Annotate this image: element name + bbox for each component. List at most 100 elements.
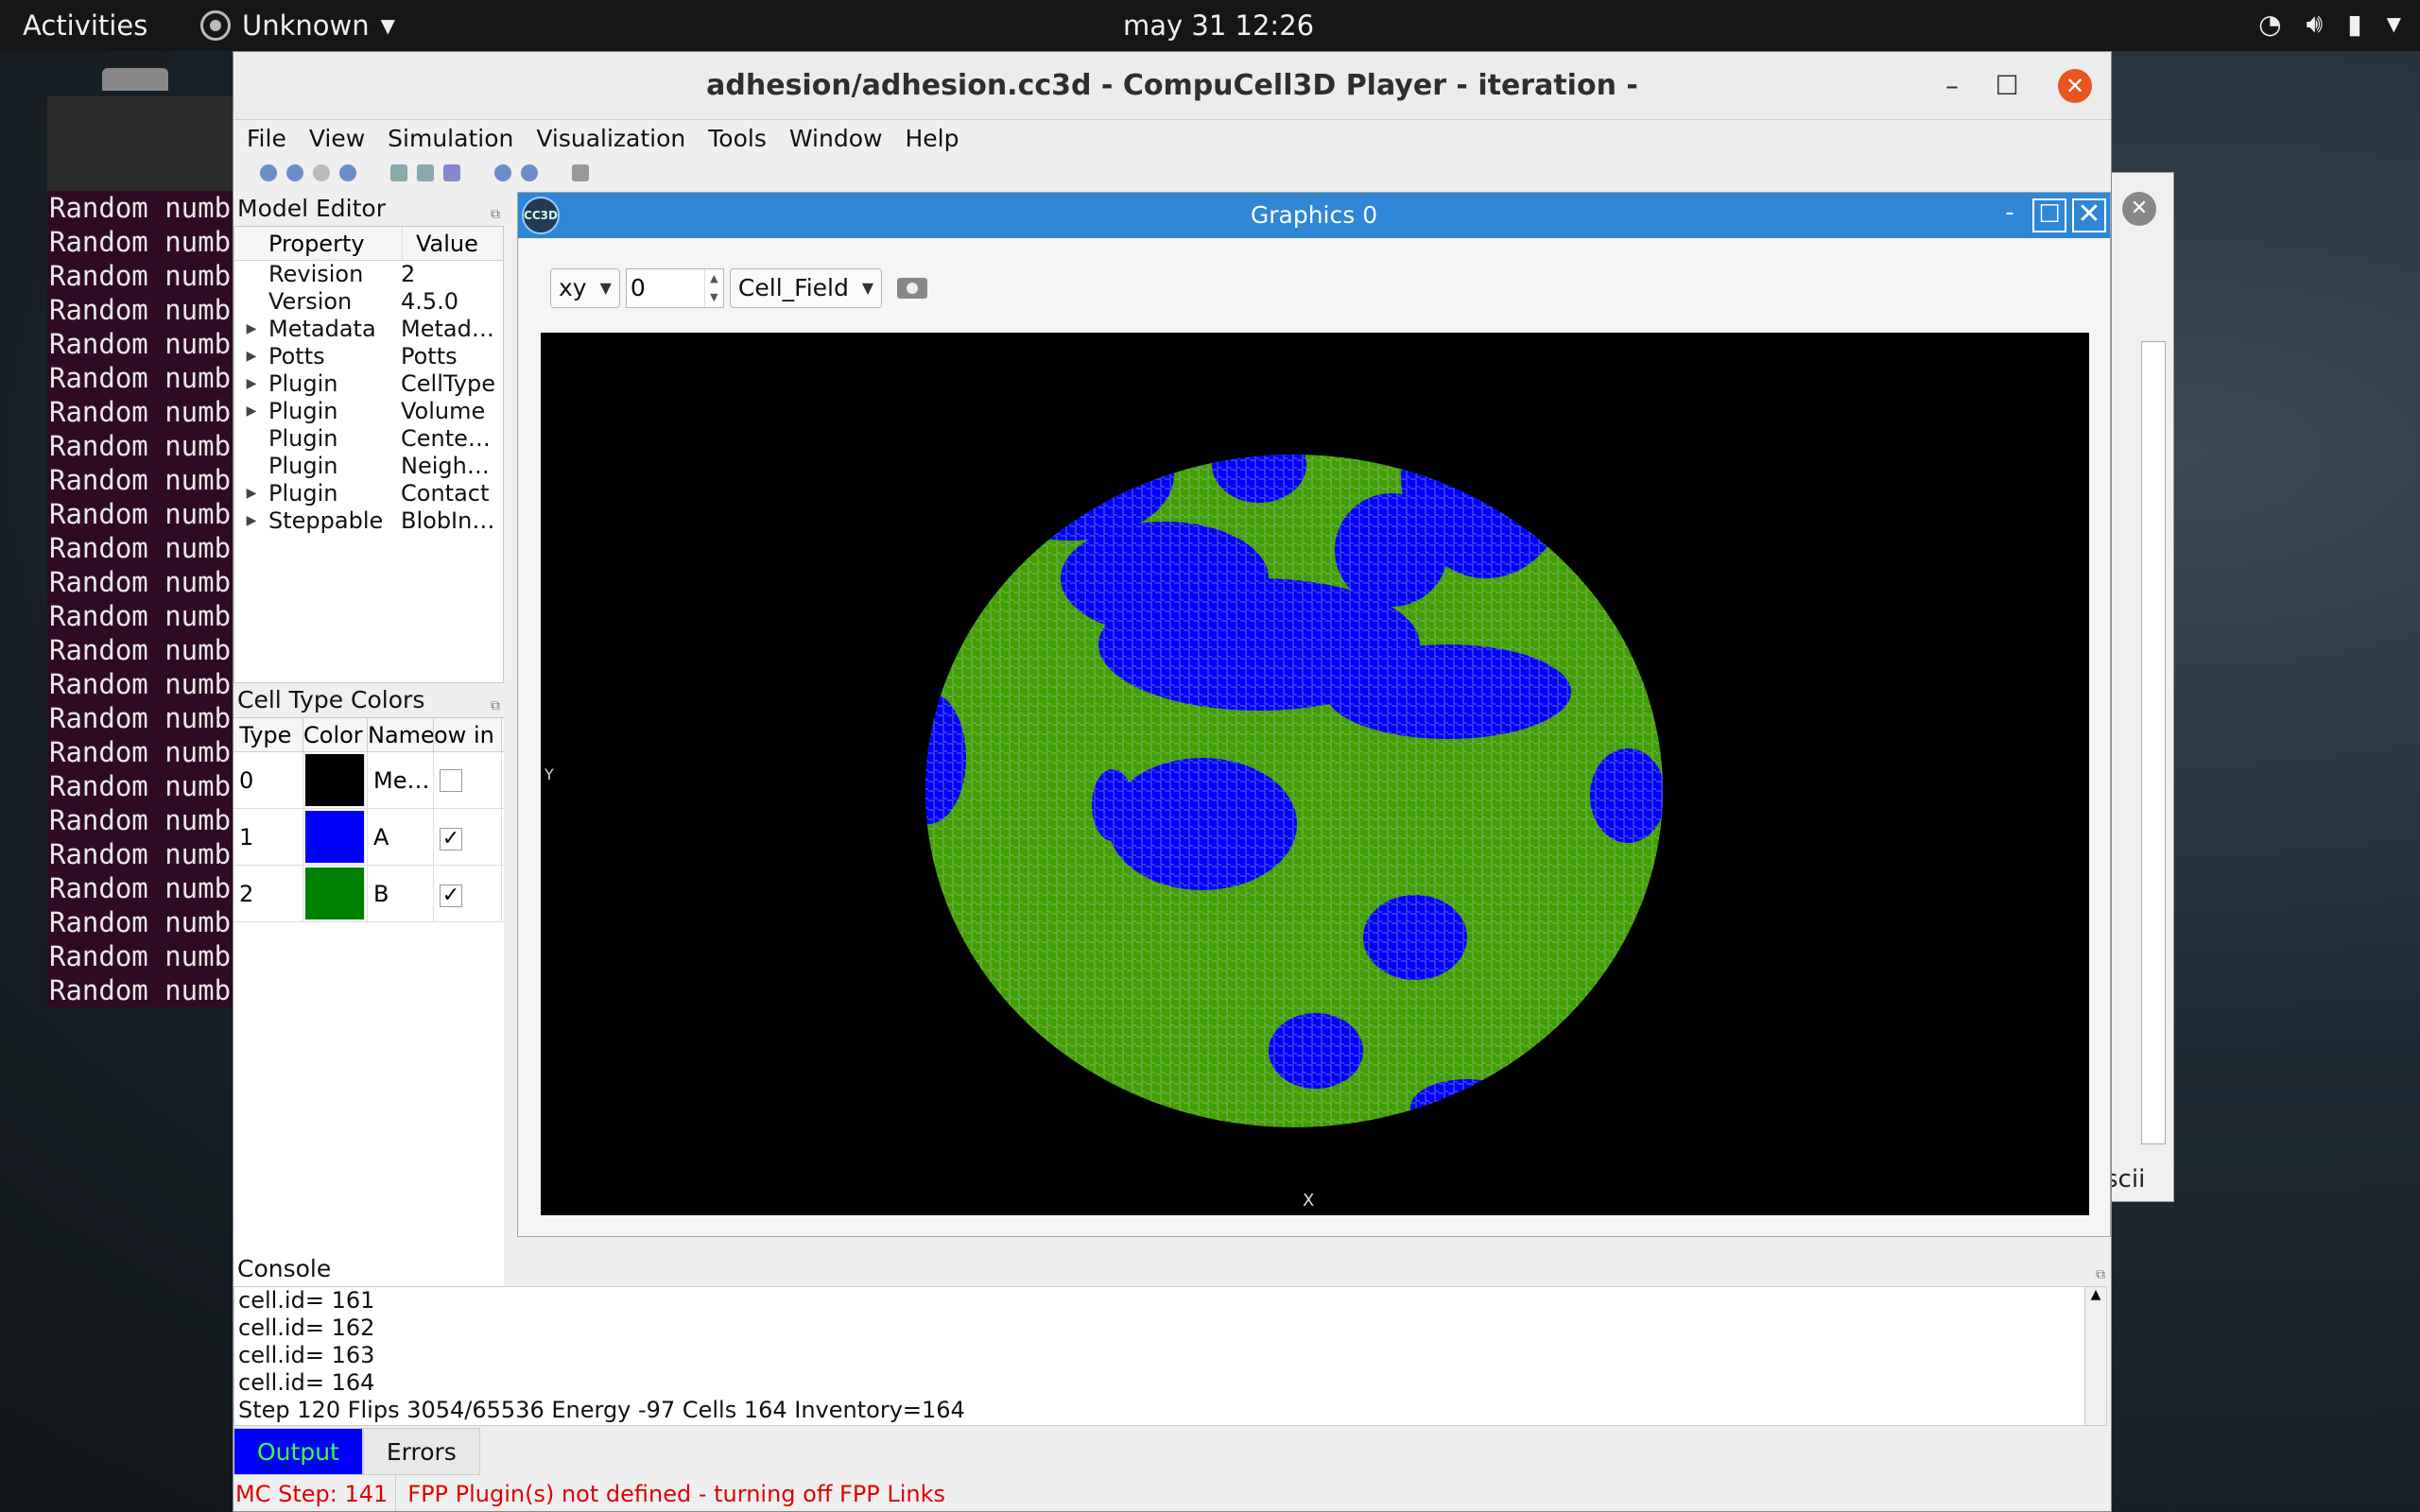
tools-icon[interactable] (417, 164, 434, 181)
clock[interactable]: may 31 12:26 (1123, 9, 1315, 42)
terminal-line: Random numb (49, 192, 232, 224)
col-property[interactable]: Property (234, 227, 403, 260)
cell-type-row[interactable]: 1 A ✓ (233, 809, 504, 866)
no-expand-spacer (234, 453, 268, 480)
cell-color-cell[interactable] (303, 809, 368, 865)
model-editor-title-text: Model Editor (237, 195, 386, 222)
tree-value: Contact (401, 480, 490, 507)
menu-window[interactable]: Window (788, 125, 883, 152)
cell-type-header: l Type Color Name ow in (233, 718, 504, 752)
cell-type-table[interactable]: l Type Color Name ow in 0 Me… 1 A ✓ 2 B ✓ (233, 717, 504, 1288)
tab-output[interactable]: Output (233, 1428, 363, 1475)
field-select[interactable]: Cell_Field ▼ (729, 268, 883, 308)
tree-row[interactable]: ▶ Plugin Contact (234, 480, 503, 507)
cell-type-id: 2 (233, 866, 303, 921)
tree-row[interactable]: ▶ Plugin CellType (234, 370, 503, 398)
new-window-icon[interactable] (572, 164, 589, 181)
menu-tools[interactable]: Tools (708, 125, 767, 152)
col-type[interactable]: l Type (233, 718, 303, 751)
dock-float-icon[interactable]: ⧉ (491, 207, 500, 222)
pause-icon[interactable] (313, 164, 330, 181)
maximize-icon[interactable]: ☐ (1995, 70, 2019, 101)
cell-type-row[interactable]: 2 B ✓ (233, 866, 504, 922)
minimize-icon[interactable]: - (2005, 198, 2014, 227)
tree-property: Plugin (268, 425, 338, 452)
color-swatch[interactable] (305, 754, 365, 806)
expand-arrow-icon[interactable]: ▶ (246, 486, 257, 501)
stop-icon[interactable] (339, 164, 356, 181)
expand-arrow-icon[interactable]: ▶ (246, 513, 257, 528)
model-editor-panel: Model Editor ⧉ Property Value Revision 2 V… (233, 192, 506, 683)
scrollbar[interactable] (2141, 341, 2166, 1144)
menu-file[interactable]: File (247, 125, 286, 152)
system-tray[interactable]: ◔ 🔊︎ ▮ ▼ (2258, 8, 2401, 40)
window-title-bar[interactable]: adhesion/adhesion.cc3d - CompuCell3D Pla… (233, 52, 2111, 120)
cell-color-cell[interactable] (303, 866, 368, 921)
menu-help[interactable]: Help (905, 125, 959, 152)
activities-button[interactable]: Activities (23, 9, 148, 42)
col-value[interactable]: Value (416, 231, 478, 257)
console-line: cell.id= 164 (238, 1369, 375, 1396)
tree-row[interactable]: Version 4.5.0 (234, 288, 503, 316)
slice-spinbox[interactable]: 0 ▲ ▼ (625, 268, 724, 308)
tree-row[interactable]: Plugin Neigh… (234, 453, 503, 480)
chevron-down-icon: ▼ (599, 279, 612, 297)
model-editor-tree[interactable]: Property Value Revision 2 Version 4.5.0 ▶ Met… (233, 226, 504, 683)
slice-value: 0 (630, 274, 646, 301)
app-menu[interactable]: Unknown ▼ (200, 9, 395, 42)
show-checkbox[interactable]: ✓ (440, 828, 462, 850)
tree-row[interactable]: ▶ Potts Potts (234, 343, 503, 370)
col-color[interactable]: Color (303, 718, 368, 751)
col-name[interactable]: Name (368, 718, 434, 751)
console-scrollbar[interactable]: ▲ (2084, 1286, 2107, 1426)
expand-arrow-icon[interactable]: ▶ (246, 376, 257, 391)
tree-header: Property Value (234, 227, 503, 261)
chevron-down-icon: ▼ (861, 279, 874, 297)
tree-row[interactable]: ▶ Steppable BlobIn… (234, 507, 503, 535)
zoom-out-icon[interactable] (521, 164, 538, 181)
camera-icon[interactable] (897, 278, 928, 299)
field-value: Cell_Field (737, 274, 849, 301)
new-tab-icon[interactable]: ⊞ (59, 113, 125, 172)
terminal-line: Random numb (49, 736, 232, 768)
cell-type-row[interactable]: 0 Me… (233, 752, 504, 809)
tree-property: Revision (268, 261, 364, 287)
dock-float-icon[interactable]: ⧉ (2096, 1267, 2105, 1282)
close-icon[interactable]: ✕ (2058, 69, 2092, 103)
tab-errors[interactable]: Errors (362, 1428, 480, 1475)
menu-visualization[interactable]: Visualization (536, 125, 686, 152)
console-output[interactable]: cell.id= 161 cell.id= 162 cell.id= 163 c… (233, 1286, 2088, 1426)
expand-arrow-icon[interactable]: ▶ (246, 321, 257, 336)
show-checkbox[interactable] (440, 769, 462, 792)
color-swatch[interactable] (305, 868, 365, 919)
col-show[interactable]: ow in (434, 718, 502, 751)
menu-view[interactable]: View (308, 125, 366, 152)
maximize-icon[interactable]: ☐ (2032, 198, 2066, 232)
expand-arrow-icon[interactable]: ▶ (246, 349, 257, 364)
spin-arrows-icon[interactable]: ▲ ▼ (703, 269, 723, 307)
color-swatch[interactable] (305, 811, 365, 863)
menu-simulation[interactable]: Simulation (388, 125, 514, 152)
plane-select[interactable]: xy ▼ (550, 268, 620, 308)
tree-row[interactable]: ▶ Plugin Volume (234, 398, 503, 425)
show-checkbox[interactable]: ✓ (440, 885, 462, 907)
cell-color-cell[interactable] (303, 752, 368, 808)
edit-icon[interactable] (443, 164, 460, 181)
open-icon[interactable] (390, 164, 407, 181)
cell-field-canvas[interactable]: Y X (541, 333, 2089, 1215)
terminal-window[interactable]: ⊞ Random numb Random numb Random numb Rando… (47, 96, 236, 1007)
close-icon[interactable]: ✕ (2072, 198, 2106, 232)
zoom-in-icon[interactable] (494, 164, 511, 181)
expand-arrow-icon[interactable]: ▶ (246, 404, 257, 419)
graphics-title-bar[interactable]: CC3D Graphics 0 - ☐ ✕ (518, 193, 2110, 238)
close-icon[interactable]: ✕ (2122, 192, 2156, 226)
step-icon[interactable] (286, 164, 303, 181)
run-icon[interactable] (260, 164, 277, 181)
tree-row[interactable]: Revision 2 (234, 261, 503, 288)
dock-float-icon[interactable]: ⧉ (491, 698, 500, 713)
terminal-line: Random numb (49, 498, 232, 530)
top-bar: Activities Unknown ▼ may 31 12:26 ◔ 🔊︎ ▮… (0, 0, 2420, 51)
tree-row[interactable]: ▶ Metadata Metad… (234, 316, 503, 343)
minimize-icon[interactable]: – (1945, 70, 1959, 101)
tree-row[interactable]: Plugin Cente… (234, 425, 503, 453)
